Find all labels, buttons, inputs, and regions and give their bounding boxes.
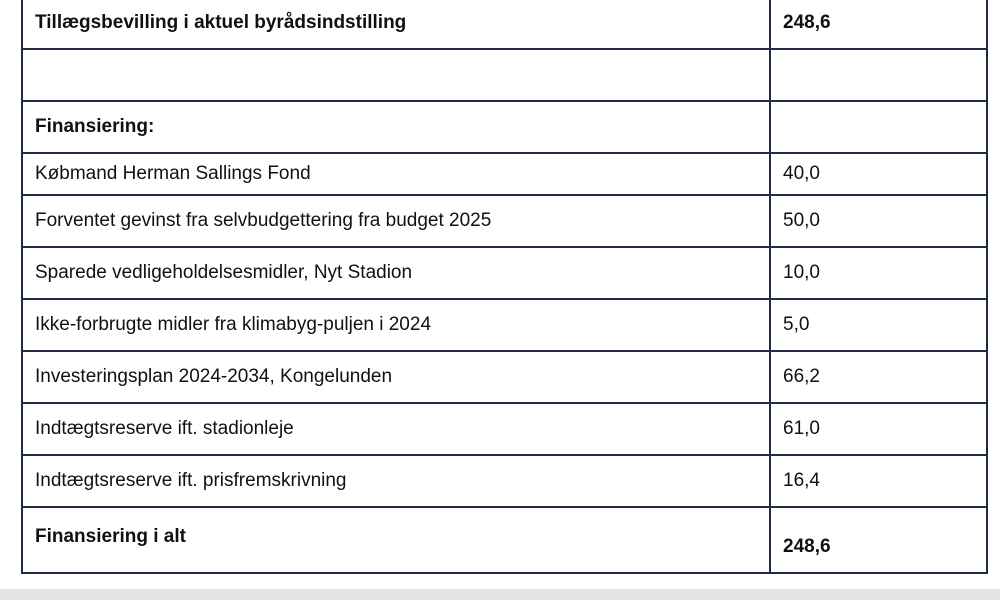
item-label: Indtægtsreserve ift. prisfremskrivning xyxy=(21,454,771,508)
table-row: Købmand Herman Sallings Fond 40,0 xyxy=(21,152,988,196)
item-value: 10,0 xyxy=(769,246,988,300)
table-row: Indtægtsreserve ift. stadionleje 61,0 xyxy=(21,402,988,456)
item-value: 66,2 xyxy=(769,350,988,404)
item-value: 61,0 xyxy=(769,402,988,456)
item-label: Købmand Herman Sallings Fond xyxy=(21,152,771,196)
item-value: 40,0 xyxy=(769,152,988,196)
empty-row xyxy=(21,48,988,102)
empty-cell xyxy=(769,48,988,102)
table-row: Indtægtsreserve ift. prisfremskrivning 1… xyxy=(21,454,988,508)
item-label: Forventet gevinst fra selvbudgettering f… xyxy=(21,194,771,248)
supplement-label: Tillægsbevilling i aktuel byrådsindstill… xyxy=(21,0,771,50)
total-row: Finansiering i alt 248,6 xyxy=(21,506,988,574)
supplement-value: 248,6 xyxy=(769,0,988,50)
total-value: 248,6 xyxy=(769,506,988,574)
financing-header-value xyxy=(769,100,988,154)
financing-table: Tillægsbevilling i aktuel byrådsindstill… xyxy=(21,0,988,574)
financing-header-label: Finansiering: xyxy=(21,100,771,154)
item-value: 50,0 xyxy=(769,194,988,248)
table-row: Sparede vedligeholdelsesmidler, Nyt Stad… xyxy=(21,246,988,300)
page-bottom-strip xyxy=(0,589,1000,600)
item-label: Sparede vedligeholdelsesmidler, Nyt Stad… xyxy=(21,246,771,300)
item-value: 5,0 xyxy=(769,298,988,352)
item-label: Ikke-forbrugte midler fra klimabyg-pulje… xyxy=(21,298,771,352)
supplement-row: Tillægsbevilling i aktuel byrådsindstill… xyxy=(21,0,988,50)
financing-header-row: Finansiering: xyxy=(21,100,988,154)
table-row: Forventet gevinst fra selvbudgettering f… xyxy=(21,194,988,248)
item-value: 16,4 xyxy=(769,454,988,508)
empty-cell xyxy=(21,48,771,102)
table-row: Ikke-forbrugte midler fra klimabyg-pulje… xyxy=(21,298,988,352)
total-label: Finansiering i alt xyxy=(21,506,771,574)
item-label: Investeringsplan 2024-2034, Kongelunden xyxy=(21,350,771,404)
item-label: Indtægtsreserve ift. stadionleje xyxy=(21,402,771,456)
table-row: Investeringsplan 2024-2034, Kongelunden … xyxy=(21,350,988,404)
